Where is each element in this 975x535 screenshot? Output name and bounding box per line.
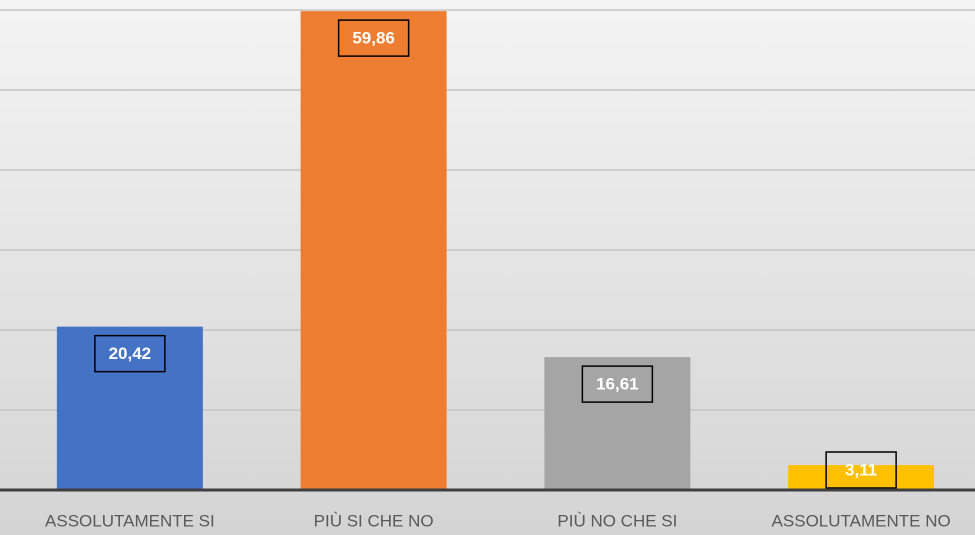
value-label: 59,86 <box>352 29 395 48</box>
x-tick-label: PIÙ NO CHE SI <box>557 511 677 530</box>
bar <box>788 465 935 490</box>
value-label: 16,61 <box>596 375 639 394</box>
x-tick-label: ASSOLUTAMENTE SI <box>45 511 215 530</box>
value-label-box <box>825 451 897 489</box>
value-label-box <box>94 334 166 373</box>
value-label-box <box>581 365 654 403</box>
x-tick-label: PIÙ SI CHE NO <box>314 511 434 530</box>
value-label: 3,11 <box>845 460 877 479</box>
x-tick-label: ASSOLUTAMENTE NO <box>772 511 951 530</box>
value-label: 20,42 <box>109 344 152 363</box>
bar <box>300 11 447 491</box>
value-label-box <box>337 19 410 57</box>
bar <box>56 326 203 490</box>
bar <box>544 357 691 490</box>
